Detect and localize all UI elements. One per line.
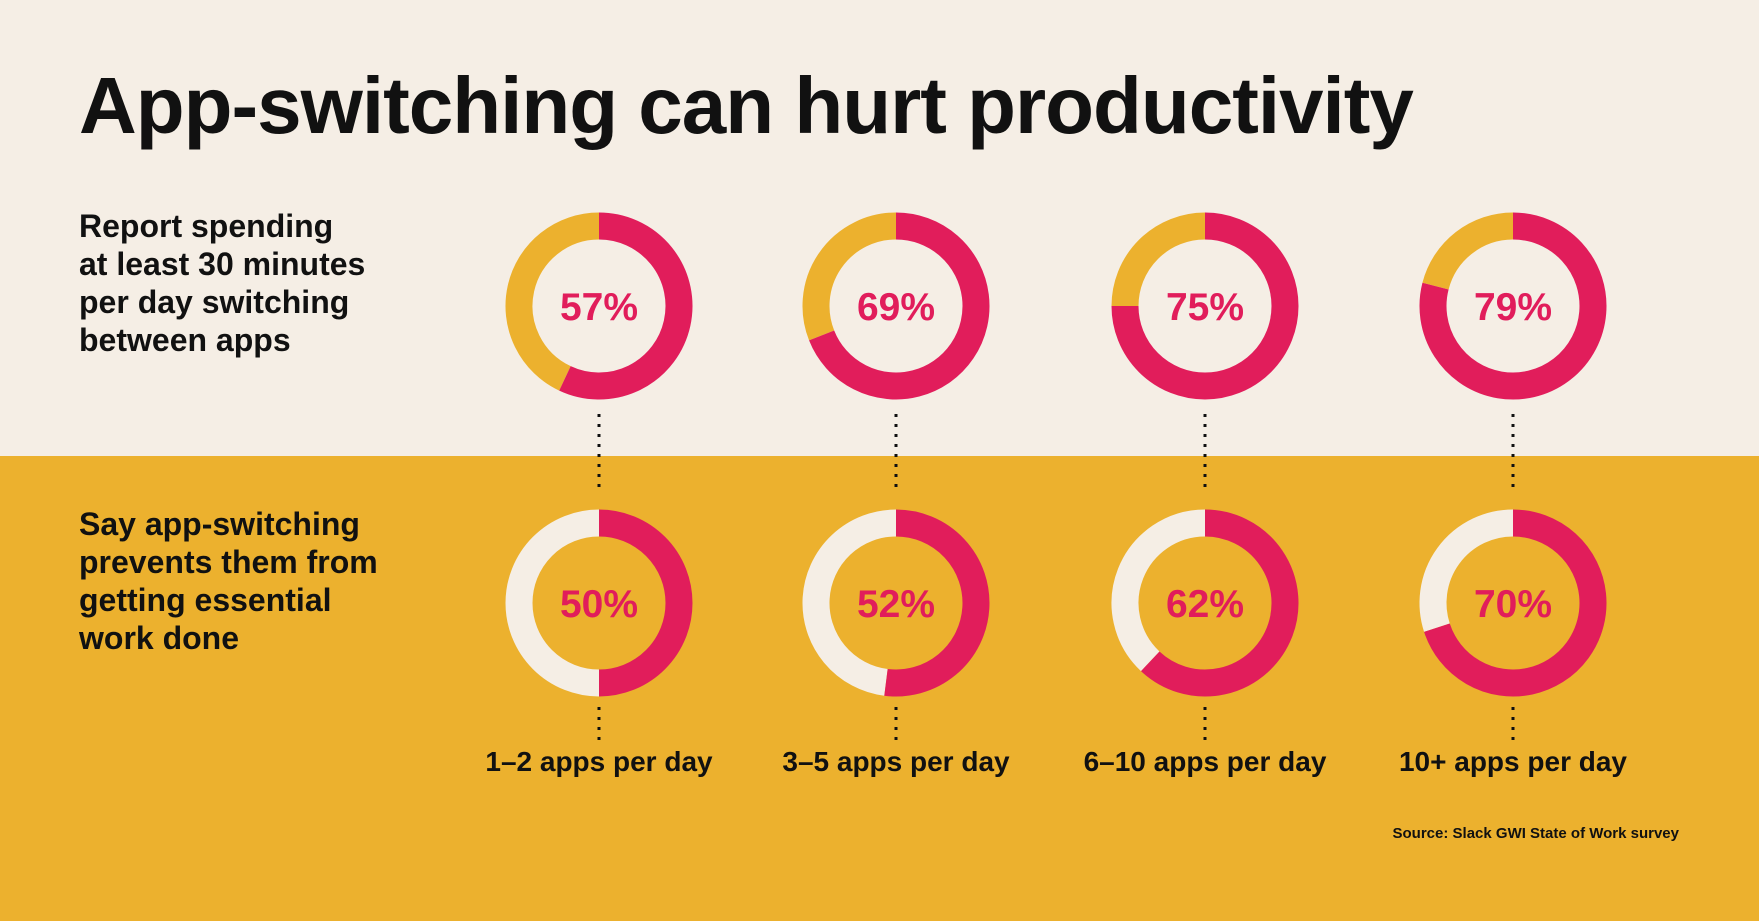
row-label-line: per day switching: [79, 284, 350, 320]
donut-remainder-arc: [802, 212, 897, 341]
donut-remainder-arc: [1111, 212, 1206, 307]
donut-1-1-2-apps-per-day: 57%: [505, 212, 693, 400]
donut-value-arc: [1111, 212, 1299, 400]
donut-value-arc: [598, 509, 693, 697]
donut-value-label: 70%: [1474, 583, 1552, 626]
category-label-3-5-apps: 3–5 apps per day: [782, 746, 1010, 777]
page-title: App-switching can hurt productivity: [79, 61, 1414, 150]
donut-2-10-apps-per-day: 70%: [1419, 509, 1607, 697]
row-label-line: work done: [79, 620, 240, 656]
donut-value-label: 79%: [1474, 286, 1552, 329]
donut-remainder-arc: [1111, 509, 1206, 672]
donut-value-label: 62%: [1166, 583, 1244, 626]
donut-value-arc: [809, 212, 990, 400]
row-label-time-spent: Report spending at least 30 minutes per …: [79, 207, 459, 359]
category-label-6-10-apps: 6–10 apps per day: [1083, 746, 1327, 777]
donut-value-label: 57%: [560, 286, 638, 329]
donut-value-arc: [884, 509, 990, 697]
category-label-10-plus-apps: 10+ apps per day: [1398, 746, 1627, 777]
row-label-line: Report spending: [79, 208, 334, 244]
donut-1-10-apps-per-day: 79%: [1419, 212, 1607, 400]
donut-2-1-2-apps-per-day: 50%: [505, 509, 693, 697]
donut-value-label: 75%: [1166, 286, 1244, 329]
donut-value-label: 52%: [857, 583, 935, 626]
category-label-1-2-apps: 1–2 apps per day: [485, 746, 713, 777]
donut-2-6-10-apps-per-day: 62%: [1111, 509, 1299, 697]
donut-remainder-arc: [505, 509, 600, 697]
donut-value-arc: [559, 212, 693, 400]
row-label-line: getting essential: [79, 582, 332, 618]
donut-remainder-arc: [802, 509, 897, 696]
donut-value-arc: [1141, 509, 1299, 697]
donut-remainder-arc: [1422, 212, 1514, 290]
donut-value-arc: [1424, 509, 1607, 697]
donut-2-3-5-apps-per-day: 52%: [802, 509, 990, 697]
donut-1-6-10-apps-per-day: 75%: [1111, 212, 1299, 400]
row-label-essential-work: Say app-switching prevents them from get…: [79, 505, 459, 657]
source-note: Source: Slack GWI State of Work survey: [1392, 825, 1679, 842]
donut-value-label: 69%: [857, 286, 935, 329]
row-label-line: between apps: [79, 322, 291, 358]
donut-1-3-5-apps-per-day: 69%: [802, 212, 990, 400]
row-label-line: Say app-switching: [79, 506, 360, 542]
row-label-line: prevents them from: [79, 544, 378, 580]
donut-value-arc: [1419, 212, 1607, 400]
donut-remainder-arc: [1419, 509, 1514, 632]
donut-remainder-arc: [505, 212, 600, 391]
row-label-line: at least 30 minutes: [79, 246, 366, 282]
donut-value-label: 50%: [560, 583, 638, 626]
